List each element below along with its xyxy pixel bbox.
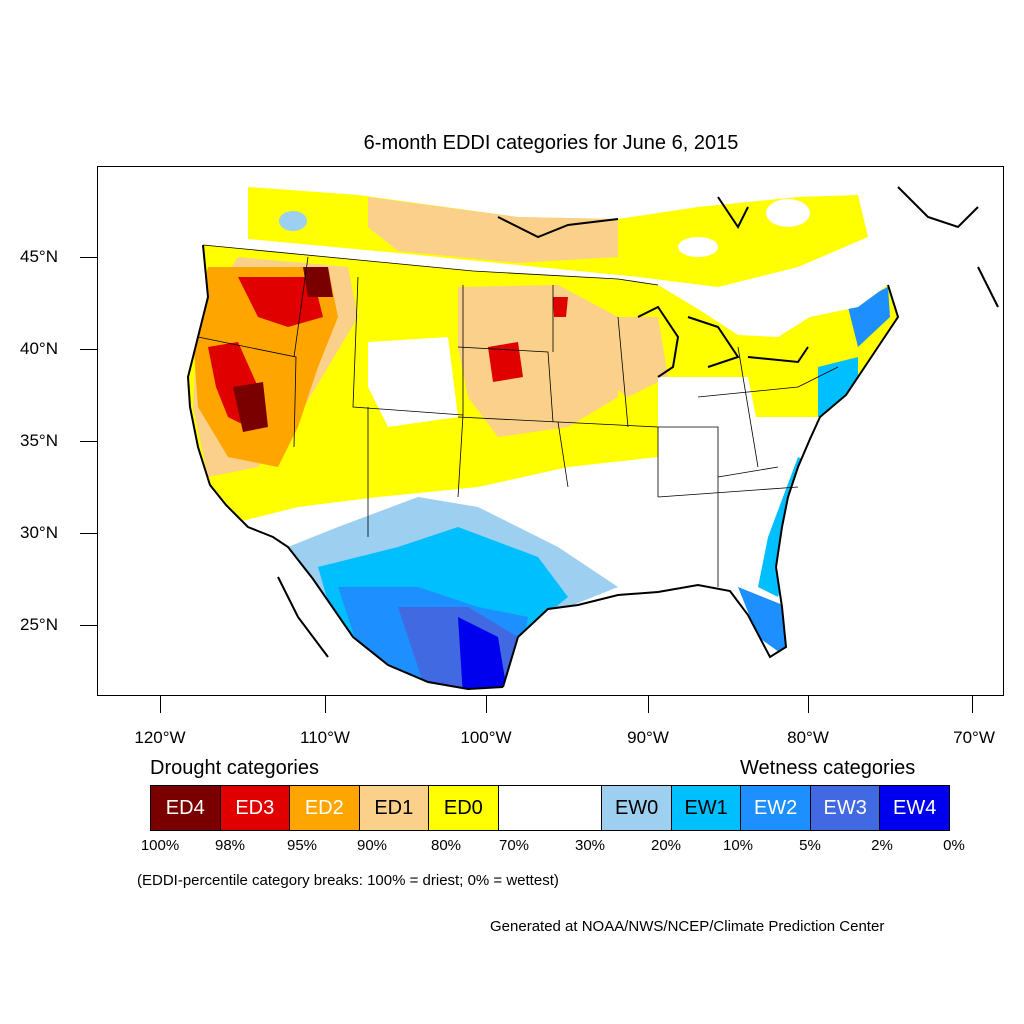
legend-box-ed1: ED1 — [359, 786, 430, 830]
lon-label-100: 100°W — [460, 728, 512, 747]
lat-tick — [80, 441, 97, 442]
lon-label-70: 70°W — [953, 728, 995, 747]
legend-box-ed3: ED3 — [220, 786, 291, 830]
lon-label-120: 120°W — [134, 728, 186, 747]
lat-label-40: 40°N — [20, 339, 58, 358]
conus-map-svg — [186, 186, 999, 691]
break-label: 98% — [214, 837, 246, 854]
break-label: 90% — [356, 837, 388, 854]
legend-colorbar: ED4 ED3 ED2 ED1 ED0 EW0 EW1 EW2 EW3 EW4 — [150, 785, 950, 831]
lat-label-35: 35°N — [20, 431, 58, 450]
lat-label-25: 25°N — [20, 615, 58, 634]
state-borders — [197, 244, 839, 587]
lat-tick — [80, 257, 97, 258]
break-label: 100% — [140, 837, 180, 854]
legend-box-ew0: EW0 — [602, 786, 672, 830]
lon-tick — [972, 696, 973, 713]
legend-box-ed0: ED0 — [429, 786, 499, 830]
legend-box-ew3: EW3 — [810, 786, 881, 830]
lon-tick — [808, 696, 809, 713]
legend-box-ed2: ED2 — [290, 786, 360, 830]
lat-tick — [80, 625, 97, 626]
lat-label-45: 45°N — [20, 247, 58, 266]
lon-tick — [486, 696, 487, 713]
lat-tick — [80, 349, 97, 350]
legend-box-neutral — [498, 786, 603, 830]
lat-label-30: 30°N — [20, 523, 58, 542]
break-label: 10% — [722, 837, 754, 854]
lon-tick — [648, 696, 649, 713]
break-label: 20% — [650, 837, 682, 854]
lon-tick — [325, 696, 326, 713]
northern-band — [248, 187, 868, 287]
break-label: 70% — [498, 837, 530, 854]
map-title: 6-month EDDI categories for June 6, 2015 — [363, 132, 739, 154]
credit-line: Generated at NOAA/NWS/NCEP/Climate Predi… — [490, 918, 885, 935]
break-label: 80% — [430, 837, 462, 854]
legend-box-ew1: EW1 — [671, 786, 742, 830]
wetness-heading: Wetness categories — [740, 757, 916, 779]
break-label: 95% — [286, 837, 318, 854]
eddi-map — [97, 166, 1004, 696]
drought-heading: Drought categories — [150, 757, 319, 779]
break-label: 0% — [943, 837, 965, 854]
legend-box-ed4: ED4 — [151, 786, 221, 830]
legend-box-ew4: EW4 — [880, 786, 949, 830]
lon-label-90: 90°W — [627, 728, 669, 747]
lon-tick — [160, 696, 161, 713]
break-label: 2% — [871, 837, 893, 854]
lat-tick — [80, 533, 97, 534]
break-label: 5% — [799, 837, 821, 854]
coastlines — [186, 186, 999, 691]
category-note: (EDDI-percentile category breaks: 100% =… — [137, 872, 559, 889]
lon-label-110: 110°W — [300, 728, 350, 747]
legend-box-ew2: EW2 — [741, 786, 811, 830]
lon-label-80: 80°W — [787, 728, 829, 747]
break-label: 30% — [574, 837, 606, 854]
